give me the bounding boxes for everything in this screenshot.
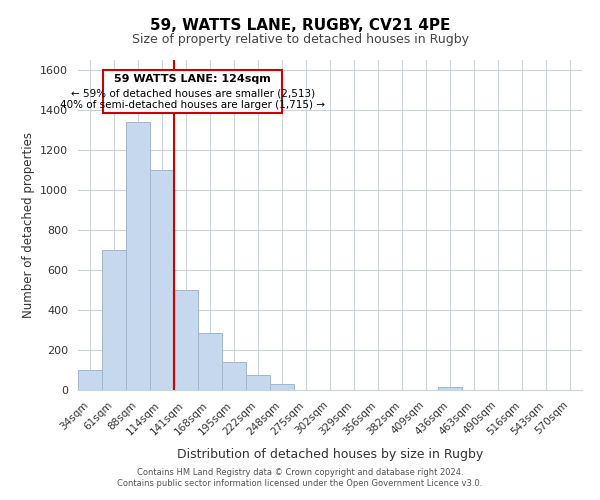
Bar	[438, 387, 462, 390]
Bar	[246, 375, 270, 390]
X-axis label: Distribution of detached houses by size in Rugby: Distribution of detached houses by size …	[177, 448, 483, 460]
Text: Contains HM Land Registry data © Crown copyright and database right 2024.
Contai: Contains HM Land Registry data © Crown c…	[118, 468, 482, 487]
Y-axis label: Number of detached properties: Number of detached properties	[22, 132, 35, 318]
Text: 59 WATTS LANE: 124sqm: 59 WATTS LANE: 124sqm	[114, 74, 271, 85]
Bar	[126, 122, 150, 390]
Text: 59, WATTS LANE, RUGBY, CV21 4PE: 59, WATTS LANE, RUGBY, CV21 4PE	[150, 18, 450, 32]
Bar	[150, 170, 174, 390]
FancyBboxPatch shape	[103, 70, 282, 113]
Text: Size of property relative to detached houses in Rugby: Size of property relative to detached ho…	[131, 32, 469, 46]
Bar	[174, 290, 198, 390]
Text: ← 59% of detached houses are smaller (2,513): ← 59% of detached houses are smaller (2,…	[71, 88, 314, 99]
Text: 40% of semi-detached houses are larger (1,715) →: 40% of semi-detached houses are larger (…	[60, 100, 325, 110]
Bar	[198, 333, 222, 390]
Bar	[102, 250, 126, 390]
Bar	[78, 370, 102, 390]
Bar	[270, 384, 294, 390]
Bar	[222, 362, 246, 390]
